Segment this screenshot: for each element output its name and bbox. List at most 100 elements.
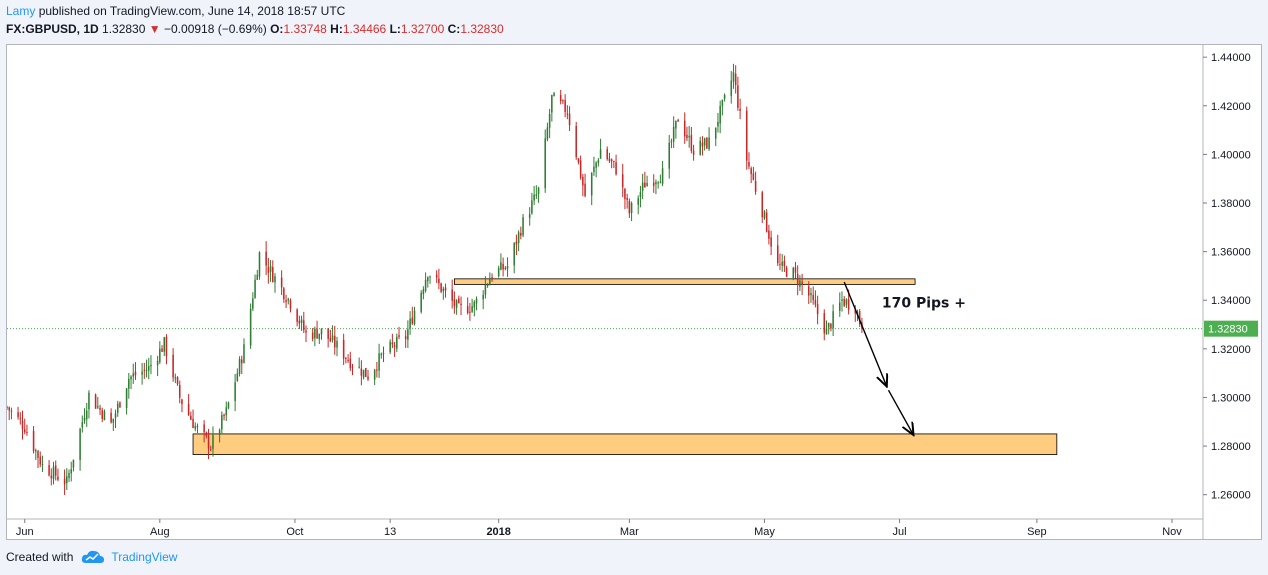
candle-up — [595, 162, 597, 168]
candle-up — [125, 388, 128, 408]
price-tick-label: 1.26000 — [1211, 490, 1251, 502]
candle-down — [568, 113, 571, 126]
candle-up — [225, 407, 228, 416]
candle-down — [305, 330, 307, 333]
candle-down — [382, 352, 385, 354]
candle-down — [172, 354, 174, 378]
candle-down — [575, 125, 577, 158]
candle-down — [577, 158, 580, 163]
chart-panel[interactable]: 1.26000 1.28000 1.30000 1.32000 1.34000 1.360… — [6, 44, 1262, 540]
candle-down — [785, 267, 788, 277]
candle-down — [21, 420, 24, 429]
candle-up — [150, 364, 152, 367]
candle-down — [32, 430, 35, 451]
candle-down — [491, 277, 493, 279]
candle-up — [88, 392, 90, 410]
candle-up — [522, 217, 524, 236]
down-triangle-icon: ▼ — [148, 22, 161, 36]
candle-down — [453, 299, 456, 306]
price-tick-label: 1.34000 — [1211, 295, 1251, 307]
candle-up — [482, 294, 484, 300]
candle-up — [827, 323, 830, 328]
candle-down — [7, 406, 8, 408]
candle-down — [391, 342, 394, 345]
candle-up — [407, 329, 409, 340]
candle-up — [128, 378, 130, 389]
candle-down — [187, 403, 190, 415]
candle-up — [661, 168, 664, 184]
candle-down — [754, 180, 757, 192]
candle-up — [420, 292, 422, 312]
candle-down — [298, 320, 301, 324]
candle-up — [544, 138, 546, 189]
candle-down — [203, 424, 205, 433]
candle-down — [520, 232, 522, 236]
candle-up — [68, 472, 70, 479]
candle-down — [48, 465, 50, 476]
candle-up — [147, 366, 150, 371]
candle-up — [422, 289, 425, 295]
candle-up — [336, 341, 338, 348]
author-link[interactable]: Lamy — [6, 4, 36, 18]
candle-up — [471, 306, 473, 312]
candle-down — [94, 394, 97, 409]
candle-down — [289, 300, 292, 309]
candle-down — [119, 402, 121, 408]
candle-down — [101, 410, 104, 419]
candle-down — [816, 304, 819, 315]
candle-down — [209, 449, 212, 451]
candle-up — [732, 72, 735, 82]
candle-up — [484, 284, 487, 295]
candle-down — [398, 335, 400, 338]
candle-up — [429, 276, 431, 278]
published-text: published on TradingView.com, June 14, 2… — [38, 4, 346, 18]
candle-down — [814, 300, 817, 305]
tradingview-link[interactable]: TradingView — [81, 550, 177, 564]
candle-down — [566, 113, 569, 115]
candle-down — [342, 339, 345, 359]
candle-up — [396, 336, 398, 349]
candle-down — [796, 273, 799, 286]
candle-up — [473, 301, 476, 308]
candle-up — [500, 262, 502, 270]
candle-down — [584, 183, 586, 197]
price-chart[interactable]: 1.26000 1.28000 1.30000 1.32000 1.34000 1.360… — [7, 45, 1261, 539]
candle-down — [613, 160, 615, 162]
candle-down — [311, 332, 314, 339]
candle-down — [628, 200, 631, 214]
candle-up — [546, 127, 549, 140]
candle-up — [389, 341, 391, 353]
candle-down — [582, 176, 584, 186]
candle-up — [668, 142, 671, 169]
candle-down — [440, 283, 442, 292]
candle-down — [847, 299, 850, 310]
candle-up — [675, 120, 677, 129]
candle-up — [83, 418, 86, 421]
candle-up — [238, 358, 241, 374]
symbol[interactable]: FX:GBPUSD, 1D — [6, 22, 99, 36]
open-label: O: — [270, 22, 284, 36]
candle-up — [599, 149, 602, 159]
candle-down — [8, 407, 10, 411]
candle-down — [451, 289, 453, 301]
time-tick-label: May — [754, 526, 775, 538]
time-tick-label: Jul — [893, 526, 907, 538]
price-change: −0.00918 (−0.69%) — [164, 22, 267, 36]
candle-down — [240, 359, 243, 364]
candle-up — [475, 298, 478, 304]
candle-down — [345, 358, 347, 360]
candle-up — [163, 337, 166, 352]
candle-up — [236, 373, 239, 381]
current-price-tag — [1204, 320, 1258, 337]
candle-down — [411, 317, 414, 324]
candle-up — [114, 413, 117, 418]
candle-down — [783, 260, 786, 267]
candle-down — [272, 267, 274, 282]
price-tick-label: 1.28000 — [1211, 441, 1251, 453]
candle-up — [497, 268, 500, 277]
candle-up — [174, 377, 177, 379]
candle-up — [156, 360, 159, 366]
candle-down — [110, 412, 112, 423]
candle-down — [50, 475, 53, 479]
candle-up — [537, 187, 540, 195]
